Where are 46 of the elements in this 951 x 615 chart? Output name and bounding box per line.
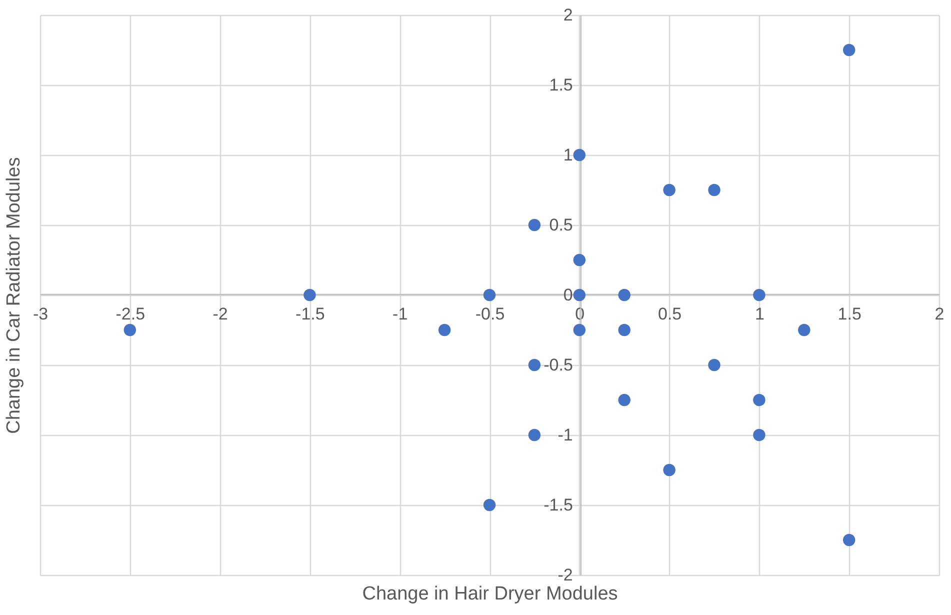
x-tick-label: 1.5 [838, 304, 862, 324]
point [753, 428, 766, 442]
x-tick-label: 2 [934, 304, 944, 324]
y-tick-label: -1 [558, 426, 573, 444]
x-tick-label: -0.5 [475, 304, 505, 324]
point [618, 288, 630, 302]
x-tick-label: -1 [392, 304, 408, 324]
x-tick-label: -2 [212, 304, 228, 324]
point [708, 358, 720, 372]
point [708, 184, 720, 196]
point [124, 324, 136, 336]
point [618, 394, 630, 406]
point [573, 254, 586, 266]
x-tick-label: -2.5 [116, 304, 146, 324]
point [528, 218, 541, 232]
point [753, 394, 766, 406]
y-tick-label: 1 [563, 146, 573, 164]
y-tick-label: 1.5 [549, 76, 573, 94]
point [528, 358, 541, 372]
y-tick-label: 2 [563, 6, 573, 24]
point [798, 324, 810, 336]
point [483, 288, 496, 302]
y-tick-label: 0 [563, 286, 573, 304]
y-tick-label: -0.5 [544, 356, 573, 374]
point [618, 324, 630, 336]
point [753, 288, 766, 302]
point [528, 428, 541, 442]
x-tick-label: 1 [754, 304, 764, 324]
point [842, 534, 856, 546]
point [438, 324, 451, 336]
point [573, 148, 586, 162]
point [842, 44, 856, 56]
point [663, 184, 676, 196]
point [663, 464, 676, 476]
point [573, 324, 586, 336]
x-tick-label: -3 [32, 304, 48, 324]
point [483, 498, 496, 512]
x-tick-label: 0.5 [658, 304, 682, 324]
y-tick-label: -2 [558, 566, 573, 584]
point [304, 288, 316, 302]
point [573, 288, 586, 302]
y-axis-title: Change in Car Radiator Modules [4, 157, 24, 434]
x-tick-label: -1.5 [296, 304, 325, 324]
x-axis-title: Change in Hair Dryer Modules [362, 584, 618, 604]
y-tick-label: -1.5 [544, 496, 573, 514]
y-tick-label: 0.5 [549, 216, 573, 234]
